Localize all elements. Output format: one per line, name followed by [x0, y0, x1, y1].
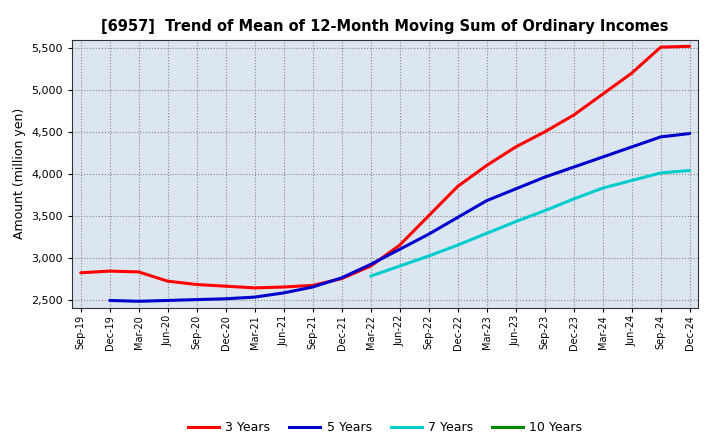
3 Years [598, 92, 607, 97]
5 Years [105, 298, 114, 303]
7 Years [657, 170, 665, 176]
5 Years [685, 131, 694, 136]
3 Years [308, 283, 317, 288]
5 Years [192, 297, 201, 302]
5 Years [424, 231, 433, 237]
3 Years [685, 44, 694, 49]
5 Years [251, 294, 259, 300]
3 Years [424, 213, 433, 218]
3 Years [570, 113, 578, 118]
5 Years [454, 215, 462, 220]
3 Years [482, 163, 491, 168]
7 Years [511, 219, 520, 224]
5 Years [627, 144, 636, 150]
5 Years [163, 298, 172, 303]
3 Years [338, 276, 346, 281]
3 Years [627, 70, 636, 76]
3 Years [454, 184, 462, 189]
3 Years [105, 268, 114, 274]
3 Years [192, 282, 201, 287]
3 Years [511, 144, 520, 150]
3 Years [657, 44, 665, 50]
7 Years [424, 253, 433, 259]
7 Years [598, 185, 607, 191]
7 Years [541, 208, 549, 213]
5 Years [135, 299, 143, 304]
3 Years [221, 283, 230, 289]
5 Years [541, 175, 549, 180]
5 Years [598, 154, 607, 160]
Legend: 3 Years, 5 Years, 7 Years, 10 Years: 3 Years, 5 Years, 7 Years, 10 Years [183, 416, 588, 439]
7 Years [366, 274, 375, 279]
5 Years [308, 284, 317, 290]
5 Years [570, 165, 578, 170]
7 Years [570, 196, 578, 202]
3 Years [541, 129, 549, 135]
3 Years [279, 284, 288, 290]
5 Years [366, 262, 375, 267]
5 Years [482, 198, 491, 203]
5 Years [338, 275, 346, 280]
3 Years [135, 269, 143, 275]
7 Years [685, 168, 694, 173]
7 Years [395, 264, 404, 269]
5 Years [395, 247, 404, 252]
5 Years [221, 296, 230, 301]
7 Years [482, 231, 491, 236]
7 Years [454, 242, 462, 248]
Line: 5 Years: 5 Years [109, 133, 690, 301]
5 Years [279, 290, 288, 296]
5 Years [657, 134, 665, 139]
3 Years [395, 242, 404, 248]
Y-axis label: Amount (million yen): Amount (million yen) [13, 108, 26, 239]
3 Years [163, 279, 172, 284]
Title: [6957]  Trend of Mean of 12-Month Moving Sum of Ordinary Incomes: [6957] Trend of Mean of 12-Month Moving … [102, 19, 669, 34]
3 Years [76, 270, 85, 275]
3 Years [251, 285, 259, 290]
Line: 3 Years: 3 Years [81, 46, 690, 288]
7 Years [627, 178, 636, 183]
3 Years [366, 264, 375, 269]
Line: 7 Years: 7 Years [371, 170, 690, 276]
5 Years [511, 186, 520, 191]
